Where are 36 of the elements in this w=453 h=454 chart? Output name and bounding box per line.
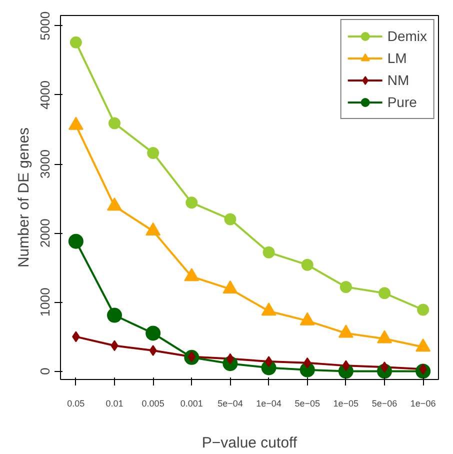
y-tick-label: 3000 bbox=[38, 150, 52, 178]
legend-label: LM bbox=[387, 50, 408, 66]
point bbox=[186, 196, 198, 209]
y-tick-label: 5000 bbox=[38, 11, 52, 40]
x-tick-label: 0.005 bbox=[142, 398, 164, 408]
point bbox=[108, 117, 120, 130]
x-tick-label: 0.01 bbox=[106, 398, 124, 408]
legend-label: Pure bbox=[387, 94, 417, 110]
point bbox=[264, 356, 273, 368]
y-tick-label: 1000 bbox=[38, 288, 52, 317]
y-tick-label: 4000 bbox=[38, 80, 52, 110]
point bbox=[70, 36, 82, 48]
x-tick-label: 1e−04 bbox=[256, 398, 282, 408]
x-tick-label: 0.001 bbox=[180, 398, 203, 408]
legend-label: NM bbox=[387, 72, 410, 88]
y-tick-label: 2000 bbox=[38, 218, 52, 248]
point bbox=[378, 287, 390, 300]
x-tick-label: 5e−04 bbox=[218, 398, 243, 408]
x-tick-label: 1e−06 bbox=[410, 398, 436, 408]
y-tick-label: 0 bbox=[38, 368, 52, 375]
point bbox=[224, 213, 236, 226]
point bbox=[147, 146, 160, 159]
point bbox=[68, 234, 84, 249]
x-tick-label: 5e−05 bbox=[294, 398, 320, 408]
x-tick-label: 5e−06 bbox=[372, 398, 398, 408]
point bbox=[146, 326, 161, 341]
x-tick-label: 0.05 bbox=[67, 398, 85, 408]
x-axis-title: P−value cutoff bbox=[202, 434, 298, 452]
x-tick-label: 1e−05 bbox=[333, 398, 359, 408]
point bbox=[262, 246, 275, 258]
point bbox=[301, 258, 314, 271]
point bbox=[107, 308, 122, 323]
point bbox=[340, 280, 352, 293]
legend-label: Demix bbox=[387, 28, 427, 44]
point bbox=[417, 304, 430, 316]
y-axis-title: Number of DE genes bbox=[16, 127, 32, 268]
